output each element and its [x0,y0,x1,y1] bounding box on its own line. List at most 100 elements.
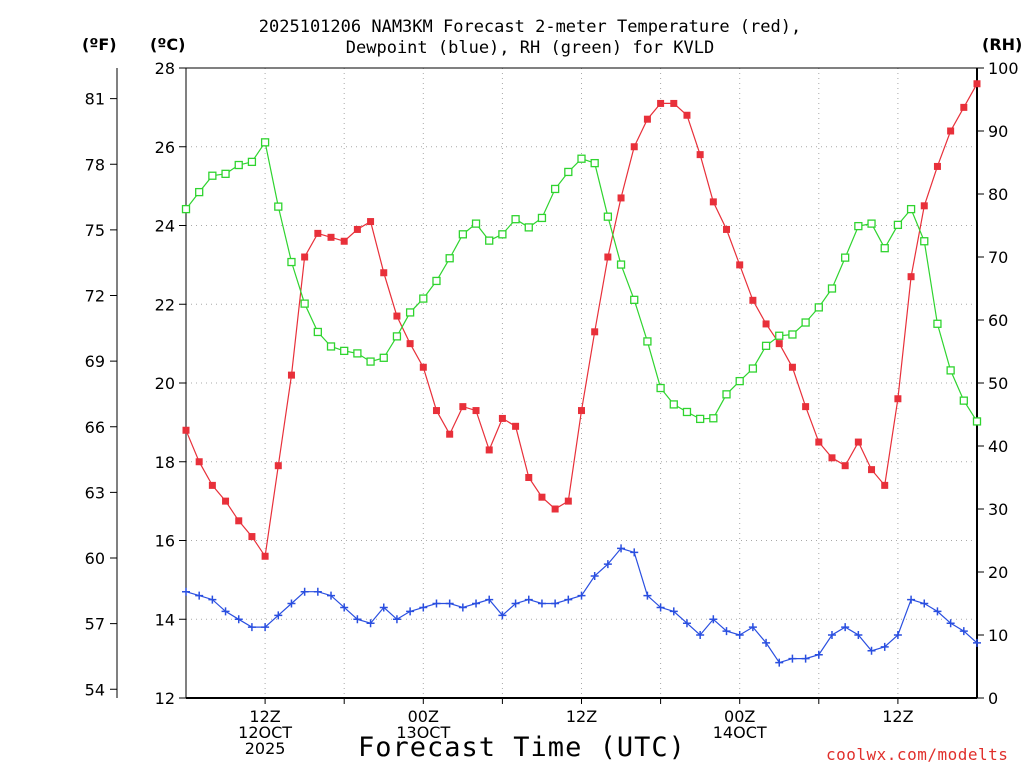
2-meter-temperature-point [485,446,493,454]
dewpoint-point [353,615,362,624]
dewpoint-point [854,631,863,639]
rh-point [893,220,903,230]
dewpoint-point [709,615,718,624]
rh-line [185,140,978,422]
dewpoint-point [603,560,612,569]
2-meter-temperature-point [340,237,348,245]
dewpoint-point [748,623,757,632]
2-meter-temperature-point [907,273,915,281]
x-axis-title: Forecast Time (UTC) [358,732,686,763]
2-meter-temperature-point [947,127,955,135]
2-meter-temperature-point [564,497,572,505]
2-meter-temperature-point [894,395,902,403]
dewpoint-point [182,587,190,596]
2-meter-temperature-point [274,462,282,470]
fahrenheit-tick-label: 63 [85,483,105,502]
dewpoint-point [472,599,481,608]
rh-point [933,319,942,328]
2-meter-temperature-point [551,505,559,513]
rh-point [920,237,929,246]
fahrenheit-tick-label: 75 [85,221,105,240]
rh-point [550,184,560,194]
2-meter-temperature-point [933,162,941,170]
rh-point [761,341,771,350]
rh-tick-label: 70 [988,248,1008,267]
rh-point [827,284,837,293]
2-meter-temperature-point [208,481,216,489]
dewpoint-point [775,658,784,667]
x-tick-label: 00Z [724,707,755,726]
2-meter-temperature-point [446,430,454,438]
2-meter-temperature-point [960,103,968,111]
credit-link[interactable]: coolwx.com/modelts [826,745,1009,764]
dewpoint-point [841,623,850,632]
celsius-tick-label: 16 [155,532,175,551]
dewpoint-point [867,646,876,655]
2-meter-temperature-point [459,403,467,411]
dewpoint-point [366,619,375,628]
dewpoint-line [185,547,978,664]
2-meter-temperature-point [683,111,691,119]
rh-tick-label: 90 [988,122,1008,141]
rh-point [498,230,507,239]
fahrenheit-tick-label: 54 [85,680,105,699]
2-meter-temperature-point [432,407,440,415]
dewpoint-point [959,627,968,636]
2-meter-temperature-point [723,225,731,233]
rh-point [801,318,810,327]
celsius-tick-label: 20 [155,374,175,393]
rh-point [234,160,243,170]
rh-point [313,327,322,337]
rh-point [616,260,626,269]
rh-point [274,202,283,211]
fahrenheit-tick-label: 81 [85,90,105,109]
x-tick-label: 13OCT [396,723,450,742]
celsius-tick-label: 22 [155,295,175,314]
rh-point [366,357,375,366]
2-meter-temperature-point [578,407,585,415]
2-meter-temperature-point [749,296,757,304]
fahrenheit-tick-label: 72 [85,287,105,306]
dewpoint-point [696,631,705,639]
rh-point [485,236,494,245]
dewpoint-point [300,587,309,596]
2-meter-temperature-point [380,269,388,277]
dewpoint-point [498,611,507,620]
dewpoint-point [564,595,573,604]
x-tick-label: 2025 [245,739,286,758]
dewpoint-point [432,599,441,608]
axes [110,67,984,704]
rh-tick-label: 60 [988,311,1008,330]
x-tick-label: 00Z [408,707,439,726]
rh-point [353,349,362,358]
2-meter-temperature-point [353,225,361,233]
celsius-tick-label: 12 [155,689,175,708]
rh-point [854,221,863,231]
dewpoint-point [537,599,546,608]
rh-point [208,171,217,180]
dewpoint-point [195,591,204,600]
rh-point [181,204,191,214]
dewpoint-point [287,599,296,608]
chart-title-line2: Dewpoint (blue), RH (green) for KVLD [345,38,715,58]
rh-point [696,414,705,424]
rh-point [524,223,533,232]
celsius-tick-label: 28 [155,59,175,78]
2-meter-temperature-point [841,462,849,470]
dewpoint-point [551,599,560,608]
rh-point [326,342,336,351]
dewpoint-point [933,607,942,616]
dewpoint-point [511,599,520,608]
2-meter-temperature-point [881,481,889,489]
tick-labels: 54 57 60 63 66 69 72 75 78 81 12 14 16 18 20 22 24 26 28 0 1… [85,59,1019,758]
rh-point [405,308,415,317]
rh-unit-label: (RH) [982,35,1023,54]
dewpoint-point [762,638,771,647]
rh-point [287,257,296,267]
2-meter-temperature-point [736,261,744,269]
dewpoint-point [392,615,401,624]
rh-point [590,158,599,168]
rh-point [775,331,784,340]
dewpoint-point [630,548,639,557]
